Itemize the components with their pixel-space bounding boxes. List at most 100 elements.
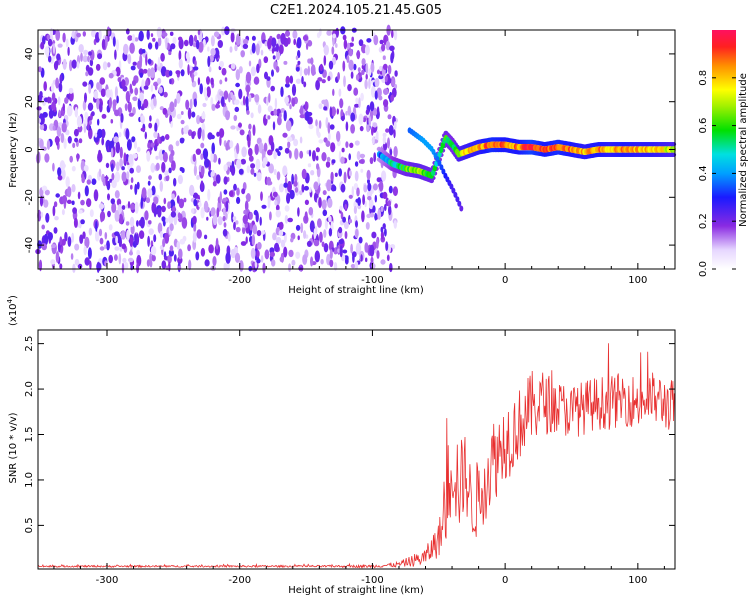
snr-series-line — [37, 343, 675, 569]
spectrogram-noise-cell — [170, 211, 177, 218]
spectrogram-noise-cell — [126, 139, 132, 151]
spectrogram-noise-cell — [72, 207, 77, 214]
spectrogram-noise-cell — [310, 170, 315, 176]
spectrogram-noise-cell — [286, 192, 291, 204]
spectrogram-noise-cell — [108, 254, 113, 264]
spectrogram-noise-cell — [64, 97, 69, 104]
spectrogram-noise-cell — [277, 151, 281, 157]
spectrogram-noise-cell — [248, 60, 252, 67]
spectrogram-noise-cell — [315, 155, 319, 161]
spectrogram-noise-cell — [199, 83, 203, 95]
spectrogram-noise-cell — [264, 156, 268, 165]
spectrogram-noise-cell — [174, 98, 177, 108]
spectrogram-noise-cell — [154, 41, 159, 50]
spectrogram-noise-cell — [234, 99, 240, 105]
spectrogram-noise-cell — [343, 221, 349, 230]
spectrogram-noise-cell — [230, 125, 236, 130]
spectrogram-noise-cell — [370, 256, 374, 264]
spectrogram-noise-cell — [114, 254, 118, 261]
spectrogram-noise-cell — [358, 236, 363, 244]
spectrogram-noise-cell — [76, 153, 79, 162]
spectrogram-noise-cell — [211, 170, 215, 177]
spectrogram-noise-cell — [322, 190, 327, 196]
snr-y-tick-label: 0.5 — [24, 517, 35, 533]
spectrogram-x-ticks: -300 -200 -100 0 100 — [53, 30, 665, 286]
spectrogram-noise-cell — [274, 200, 278, 206]
spectrogram-noise-cell — [55, 193, 60, 198]
spectrogram-noise-cell — [381, 170, 387, 182]
spectrogram-noise-cell — [289, 189, 295, 200]
spectrogram-noise-cell — [157, 222, 163, 234]
spectrogram-noise-cell — [51, 101, 56, 111]
spectrogram-noise-cell — [41, 185, 48, 192]
spectrogram-noise-cell — [212, 214, 218, 226]
spectrogram-noise-cell — [387, 200, 392, 207]
spectrogram-noise-cell — [283, 110, 287, 122]
spectrogram-noise-cell — [328, 132, 331, 141]
spectrogram-noise-cell — [86, 198, 92, 208]
spectrogram-noise-cell — [221, 26, 226, 36]
spectrogram-noise-cell — [102, 128, 106, 139]
spectrogram-noise-cell — [71, 59, 77, 69]
spectrogram-noise-cell — [193, 98, 197, 108]
spectrogram-noise-cell — [183, 197, 187, 203]
spectrogram-noise-cell — [289, 104, 292, 110]
spectrogram-noise-cell — [165, 37, 168, 50]
spectrogram-noise-cell — [151, 255, 156, 262]
spectrogram-noise-cell — [330, 220, 334, 231]
spectrogram-noise-cell — [289, 75, 294, 84]
spectrogram-noise-cell — [242, 214, 248, 225]
spectrogram-noise-cell — [147, 58, 152, 65]
spectrogram-noise-cell — [116, 95, 119, 104]
spectrogram-noise-cell — [125, 91, 130, 103]
spectrogram-noise-cell — [298, 266, 303, 271]
spectrogram-noise-cell — [374, 90, 378, 100]
spectrogram-noise-cell — [299, 114, 306, 119]
spectrogram-noise-cell — [274, 242, 280, 252]
spectrogram-noise-cell — [175, 140, 180, 147]
spectrogram-noise-cell — [308, 149, 312, 157]
spectrogram-noise-cell — [243, 209, 247, 215]
spectrogram-noise-cell — [71, 184, 76, 193]
spectrogram-noise-cell — [74, 243, 80, 251]
spectrogram-noise-cell — [207, 46, 210, 52]
spectrogram-noise-cell — [145, 197, 151, 204]
spectrogram-noise-cell — [336, 108, 339, 115]
spectrogram-noise-cell — [350, 263, 356, 269]
spectrogram-noise-cell — [307, 40, 313, 47]
spectrogram-noise-cell — [64, 231, 68, 242]
spectrogram-noise-cell — [231, 211, 234, 223]
spectrogram-noise-cell — [329, 124, 335, 130]
spectrogram-noise-cell — [354, 161, 359, 167]
snr-y-label: SNR (10 * v/v) — [8, 412, 19, 483]
spectrogram-noise-cell — [256, 242, 262, 250]
spectrogram-noise-cell — [168, 51, 172, 56]
spectrogram-noise-cell — [323, 229, 327, 238]
spectrogram-noise-cell — [372, 136, 375, 145]
spectrogram-noise-cell — [340, 183, 346, 193]
spectrogram-noise-cell — [276, 171, 281, 181]
spectrogram-noise-cell — [132, 61, 137, 66]
spectrogram-noise-cell — [150, 245, 157, 256]
spectrogram-noise-cell — [93, 189, 99, 202]
spectrogram-noise-cell — [121, 262, 125, 274]
spectrogram-noise-cell — [187, 129, 193, 136]
spectrogram-noise-cell — [86, 179, 92, 185]
spectrogram-noise-cell — [84, 257, 90, 266]
spectrogram-noise-cell — [370, 62, 375, 73]
spectrogram-noise-cell — [169, 101, 175, 112]
spectrogram-noise-cell — [384, 75, 388, 83]
spectrogram-noise-cell — [71, 200, 75, 206]
spectrogram-noise-cell — [123, 152, 127, 164]
spectrogram-noise-cell — [346, 42, 351, 50]
spectrogram-noise-cell — [185, 51, 190, 60]
spectrogram-noise-cell — [350, 71, 354, 79]
spectrogram-noise-cell — [130, 65, 136, 71]
spectrogram-noise-cell — [189, 98, 193, 110]
spectrogram-noise-cell — [382, 191, 388, 199]
spectrogram-noise-cell — [380, 206, 384, 212]
spectrogram-y-tick-label: -40 — [24, 237, 35, 253]
spectrogram-noise-cell — [159, 180, 163, 192]
spectrogram-noise-cell — [179, 238, 186, 245]
spectrogram-noise-cell — [266, 96, 269, 106]
